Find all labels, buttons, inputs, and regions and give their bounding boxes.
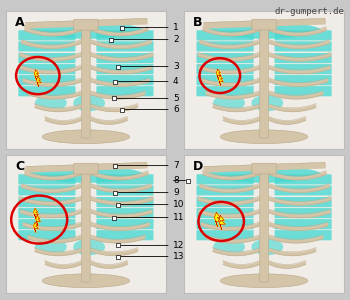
FancyBboxPatch shape	[96, 197, 154, 207]
FancyBboxPatch shape	[196, 75, 254, 85]
FancyBboxPatch shape	[196, 174, 254, 184]
Text: 3: 3	[173, 62, 178, 71]
FancyBboxPatch shape	[196, 41, 254, 52]
FancyBboxPatch shape	[274, 86, 332, 96]
Ellipse shape	[220, 130, 308, 144]
FancyBboxPatch shape	[196, 185, 254, 196]
FancyBboxPatch shape	[196, 30, 254, 40]
FancyBboxPatch shape	[274, 230, 332, 240]
FancyBboxPatch shape	[74, 163, 98, 174]
Ellipse shape	[42, 130, 130, 144]
Text: 2: 2	[173, 35, 178, 44]
Ellipse shape	[207, 166, 321, 183]
Text: 11: 11	[173, 213, 184, 222]
Polygon shape	[36, 215, 41, 226]
FancyBboxPatch shape	[96, 41, 154, 52]
Text: 13: 13	[173, 252, 184, 261]
Ellipse shape	[251, 239, 283, 255]
FancyBboxPatch shape	[18, 75, 76, 85]
Text: 6: 6	[173, 105, 178, 114]
Ellipse shape	[251, 95, 283, 111]
Polygon shape	[215, 213, 221, 226]
FancyBboxPatch shape	[82, 165, 90, 282]
Ellipse shape	[213, 95, 245, 111]
FancyBboxPatch shape	[196, 53, 254, 63]
Polygon shape	[219, 216, 225, 230]
Text: 7: 7	[173, 161, 178, 170]
FancyBboxPatch shape	[96, 219, 154, 229]
Polygon shape	[34, 208, 38, 219]
FancyBboxPatch shape	[96, 208, 154, 218]
FancyBboxPatch shape	[184, 154, 344, 292]
Text: 9: 9	[173, 188, 178, 197]
FancyBboxPatch shape	[274, 30, 332, 40]
FancyBboxPatch shape	[274, 219, 332, 229]
FancyBboxPatch shape	[18, 174, 76, 184]
FancyBboxPatch shape	[18, 185, 76, 196]
FancyBboxPatch shape	[184, 11, 344, 148]
Text: 8: 8	[173, 176, 178, 185]
FancyBboxPatch shape	[274, 53, 332, 63]
FancyBboxPatch shape	[96, 75, 154, 85]
Text: D: D	[193, 160, 203, 173]
Polygon shape	[36, 76, 41, 87]
FancyBboxPatch shape	[96, 64, 154, 74]
FancyBboxPatch shape	[196, 219, 254, 229]
Text: 12: 12	[173, 241, 184, 250]
FancyBboxPatch shape	[274, 197, 332, 207]
FancyBboxPatch shape	[196, 208, 254, 218]
FancyBboxPatch shape	[18, 53, 76, 63]
FancyBboxPatch shape	[274, 174, 332, 184]
FancyBboxPatch shape	[196, 197, 254, 207]
FancyBboxPatch shape	[96, 174, 154, 184]
FancyBboxPatch shape	[260, 165, 268, 282]
FancyBboxPatch shape	[96, 230, 154, 240]
FancyBboxPatch shape	[18, 30, 76, 40]
Ellipse shape	[220, 274, 308, 288]
Ellipse shape	[29, 166, 143, 183]
FancyBboxPatch shape	[196, 86, 254, 96]
Ellipse shape	[213, 239, 245, 255]
Text: A: A	[15, 16, 24, 29]
FancyBboxPatch shape	[96, 86, 154, 96]
Ellipse shape	[42, 274, 130, 288]
Text: C: C	[15, 160, 24, 173]
Ellipse shape	[29, 22, 143, 39]
Polygon shape	[218, 75, 223, 85]
Text: dr-gumpert.de: dr-gumpert.de	[275, 8, 345, 16]
FancyBboxPatch shape	[18, 86, 76, 96]
FancyBboxPatch shape	[274, 75, 332, 85]
FancyBboxPatch shape	[274, 41, 332, 52]
Polygon shape	[34, 222, 38, 233]
Ellipse shape	[35, 95, 67, 111]
FancyBboxPatch shape	[196, 230, 254, 240]
Text: 10: 10	[173, 200, 184, 209]
Ellipse shape	[207, 22, 321, 39]
Text: 1: 1	[173, 23, 178, 32]
FancyBboxPatch shape	[18, 219, 76, 229]
FancyBboxPatch shape	[260, 21, 268, 138]
FancyBboxPatch shape	[252, 19, 276, 30]
FancyBboxPatch shape	[6, 154, 166, 292]
FancyBboxPatch shape	[18, 64, 76, 74]
FancyBboxPatch shape	[274, 64, 332, 74]
Ellipse shape	[73, 95, 105, 111]
Text: 4: 4	[173, 77, 178, 86]
Polygon shape	[216, 69, 221, 80]
FancyBboxPatch shape	[96, 185, 154, 196]
FancyBboxPatch shape	[96, 53, 154, 63]
FancyBboxPatch shape	[74, 19, 98, 30]
Ellipse shape	[35, 239, 67, 255]
FancyBboxPatch shape	[96, 30, 154, 40]
FancyBboxPatch shape	[274, 208, 332, 218]
Polygon shape	[34, 70, 39, 80]
Text: 5: 5	[173, 94, 178, 103]
FancyBboxPatch shape	[196, 64, 254, 74]
FancyBboxPatch shape	[18, 230, 76, 240]
FancyBboxPatch shape	[274, 185, 332, 196]
FancyBboxPatch shape	[252, 163, 276, 174]
Ellipse shape	[73, 239, 105, 255]
FancyBboxPatch shape	[18, 197, 76, 207]
FancyBboxPatch shape	[18, 208, 76, 218]
